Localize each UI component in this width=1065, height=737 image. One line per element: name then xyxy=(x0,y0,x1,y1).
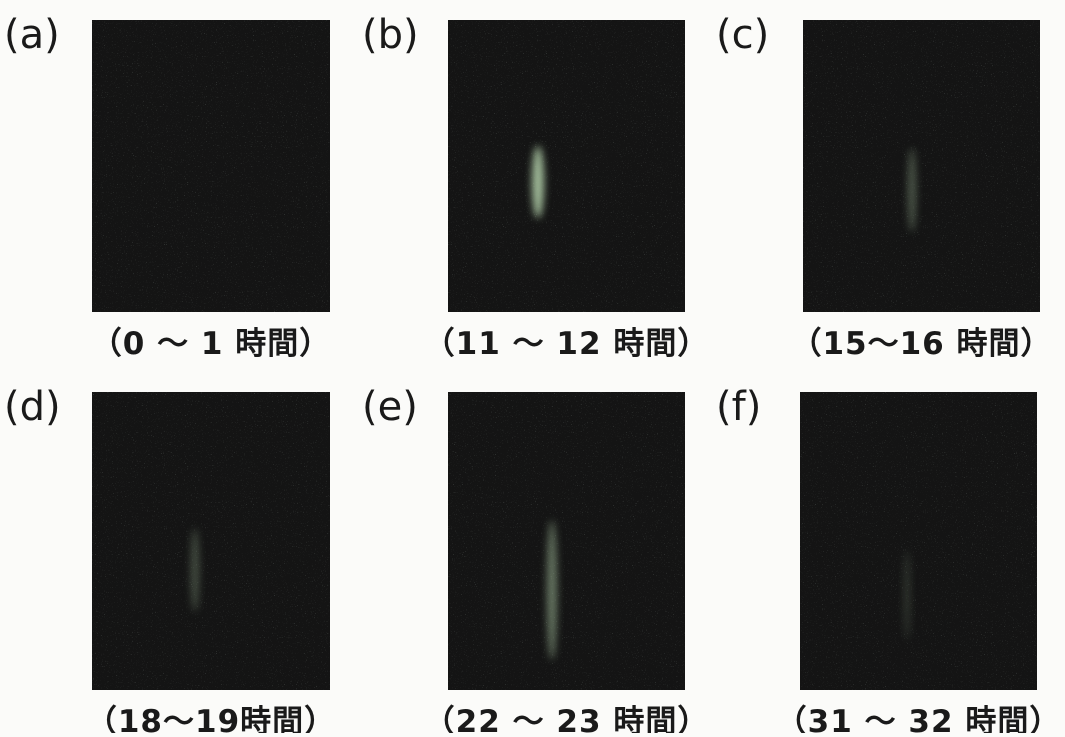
panel-label: (a) xyxy=(4,12,60,58)
panel-label: (d) xyxy=(4,384,61,430)
micrograph-grain xyxy=(800,392,1037,690)
fluorescence-streak xyxy=(908,148,916,232)
panel-caption: （18～19時間） xyxy=(86,704,336,733)
micrograph-grain xyxy=(803,20,1040,312)
micrograph-grain xyxy=(92,20,330,312)
micrograph-grain xyxy=(448,392,685,690)
fluorescence-streak xyxy=(904,550,910,640)
panel-label: (f) xyxy=(716,384,761,430)
panel-label: (b) xyxy=(362,12,419,58)
panel-caption: （22 ～ 23 時間） xyxy=(424,704,710,733)
panel-label: (c) xyxy=(716,12,769,58)
micrograph-grain xyxy=(448,20,685,312)
fluorescence-streak xyxy=(547,520,557,660)
page: (a) （0 ～ 1 時間） (b) （11 ～ 12 時間） (c) （15～16 時間… xyxy=(0,0,1065,733)
panel-label: (e) xyxy=(362,384,418,430)
fluorescence-streak xyxy=(191,528,199,612)
panel-caption: （11 ～ 12 時間） xyxy=(424,326,710,362)
micrograph-grain xyxy=(92,392,330,690)
fluorescence-streak xyxy=(532,146,544,218)
figure: (a) （0 ～ 1 時間） (b) （11 ～ 12 時間） (c) （15～16 時間… xyxy=(0,0,1065,733)
panel-caption: （31 ～ 32 時間） xyxy=(776,704,1062,733)
panel-caption: （15～16 時間） xyxy=(790,326,1052,362)
panel-caption: （0 ～ 1 時間） xyxy=(91,326,332,362)
